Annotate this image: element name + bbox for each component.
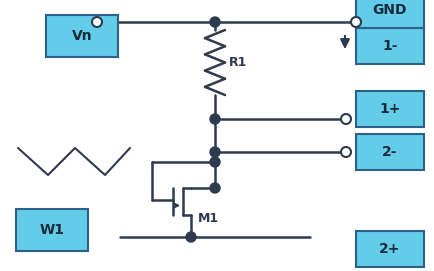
Circle shape (340, 114, 350, 124)
Circle shape (210, 183, 220, 193)
Text: 1+: 1+ (378, 102, 400, 116)
Text: GND: GND (372, 3, 406, 17)
FancyBboxPatch shape (355, 91, 423, 127)
Circle shape (210, 157, 220, 167)
Text: W1: W1 (39, 223, 64, 237)
FancyBboxPatch shape (355, 134, 423, 170)
Circle shape (210, 114, 220, 124)
Circle shape (210, 17, 220, 27)
FancyBboxPatch shape (16, 209, 88, 251)
Circle shape (210, 147, 220, 157)
Circle shape (92, 17, 102, 27)
Text: 2-: 2- (381, 145, 397, 159)
Text: Vn: Vn (72, 29, 92, 43)
Text: 2+: 2+ (378, 242, 400, 256)
FancyBboxPatch shape (355, 231, 423, 267)
Text: R1: R1 (228, 56, 247, 69)
FancyBboxPatch shape (46, 15, 118, 57)
FancyBboxPatch shape (355, 28, 423, 64)
Circle shape (340, 147, 350, 157)
Text: 1-: 1- (381, 39, 397, 53)
Text: M1: M1 (197, 211, 219, 224)
FancyBboxPatch shape (355, 0, 423, 28)
Circle shape (350, 17, 360, 27)
Circle shape (186, 232, 196, 242)
